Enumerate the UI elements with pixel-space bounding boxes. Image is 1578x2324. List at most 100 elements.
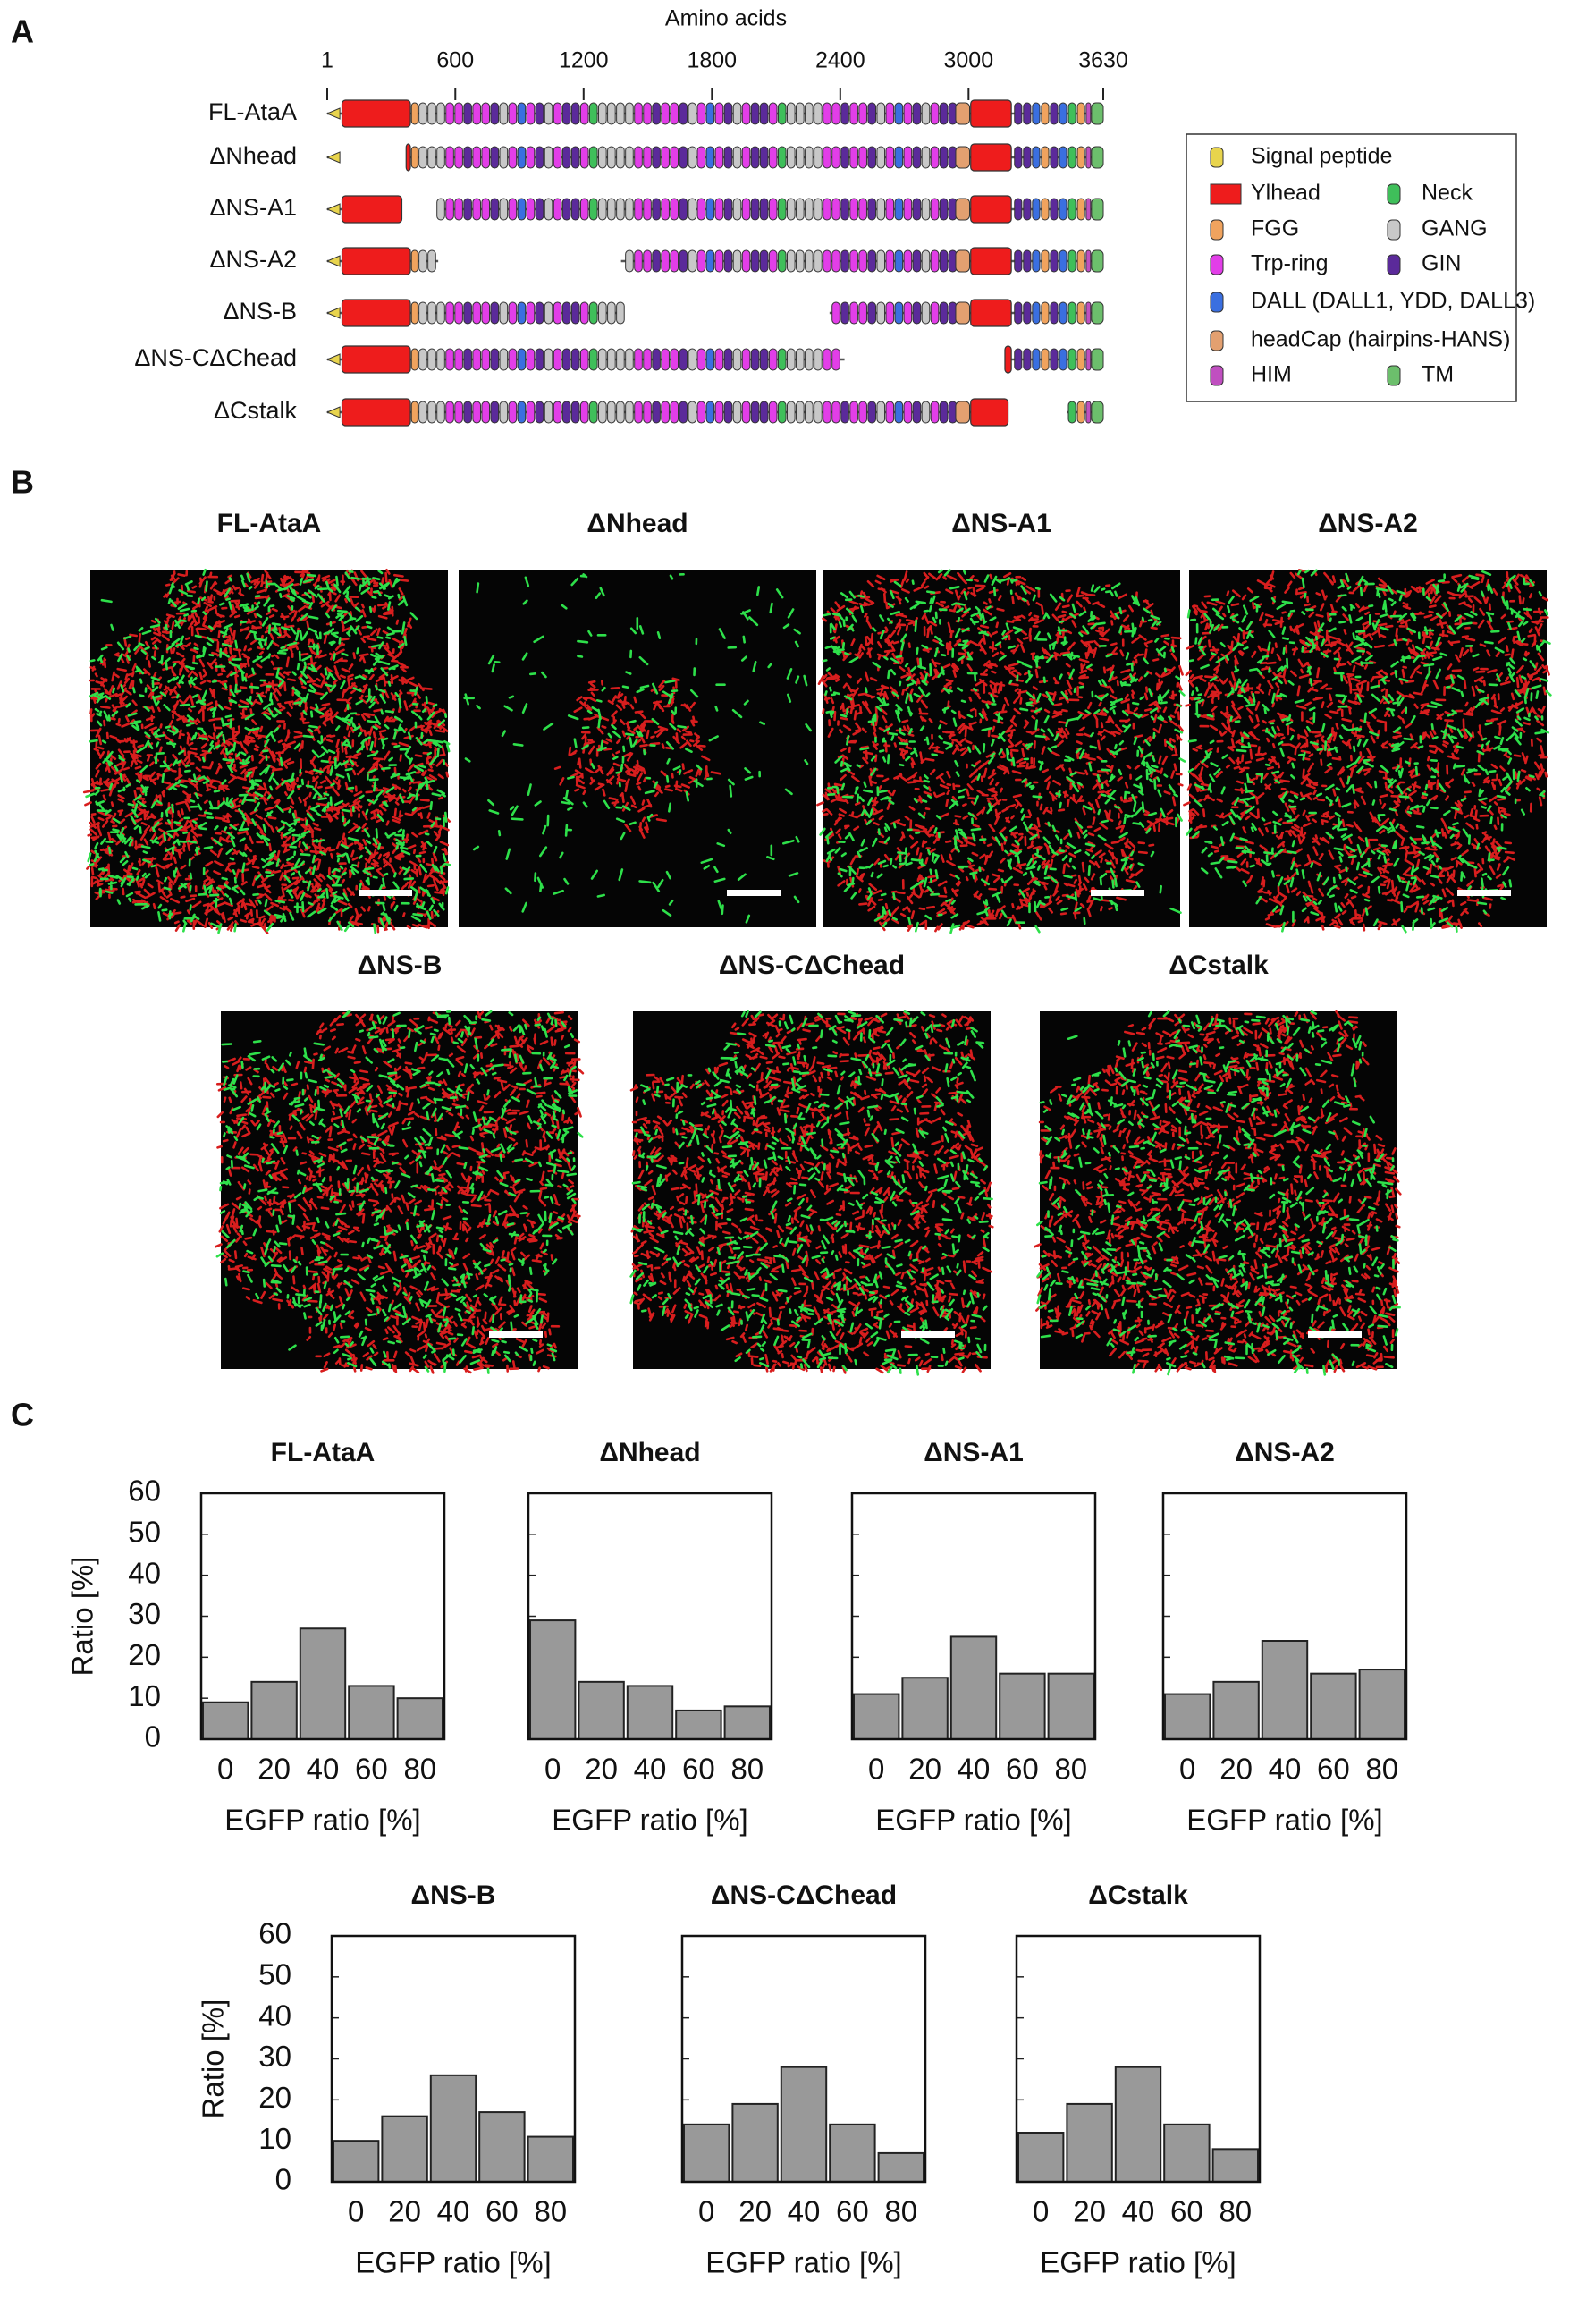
domain-glyph: [714, 102, 724, 125]
x-tick-label: 1800: [687, 48, 737, 73]
domain-glyph: [661, 249, 670, 273]
domain-glyph: [325, 151, 341, 164]
x-tick-label: 1200: [559, 48, 609, 73]
domain-glyph: [670, 102, 679, 125]
domain-glyph: [1067, 301, 1076, 325]
domain-glyph: [750, 102, 760, 125]
domain-glyph: [1085, 301, 1092, 325]
plot-frame: [1015, 1934, 1262, 2184]
domain-glyph: [705, 401, 715, 424]
domain-glyph: [714, 198, 724, 221]
domain-glyph: [1014, 348, 1023, 371]
domain-glyph: [894, 198, 904, 221]
bar: [429, 2074, 477, 2183]
domain-glyph: [1023, 301, 1032, 325]
domain-glyph: [652, 146, 661, 169]
domain-glyph: [341, 247, 411, 275]
construct-label: ΔCstalk: [214, 397, 298, 424]
x-tick-label: 40: [437, 2195, 470, 2228]
domain-glyph: [750, 198, 760, 221]
domain-glyph: [616, 198, 625, 221]
x-tick-label: 1: [321, 48, 333, 73]
green-cells: [1186, 569, 1552, 934]
domain-glyph: [325, 353, 341, 366]
domain-glyph: [741, 401, 751, 424]
domain-glyph: [759, 249, 769, 273]
domain-glyph: [1085, 146, 1092, 169]
image-title: ΔNhead: [586, 509, 688, 538]
domain-glyph: [930, 146, 940, 169]
bar: [1066, 2102, 1113, 2184]
domain-glyph: [481, 301, 491, 325]
domain-glyph: [1091, 198, 1104, 221]
domain-glyph: [849, 102, 858, 125]
domain-glyph: [341, 99, 411, 128]
legend-label: Signal peptide: [1251, 144, 1392, 169]
domain-glyph: [903, 198, 913, 221]
domain-glyph: [831, 301, 840, 325]
domain-glyph: [823, 348, 831, 371]
x-tick-label: 20: [388, 2195, 421, 2228]
legend-label: FGG: [1251, 216, 1299, 241]
domain-glyph: [499, 102, 509, 125]
domain-glyph: [1032, 102, 1041, 125]
domain-glyph: [840, 102, 849, 125]
x-tick-label: 2400: [815, 48, 865, 73]
domain-glyph: [341, 345, 411, 374]
legend-label: headCap (hairpins-HANS): [1251, 327, 1510, 352]
domain-glyph: [777, 401, 787, 424]
domain-glyph: [696, 249, 706, 273]
bar: [299, 1627, 347, 1740]
bar: [723, 1705, 771, 1741]
domain-glyph: [1085, 348, 1092, 371]
y-tick-label: 50: [258, 1958, 291, 1991]
micrograph: [221, 1011, 578, 1369]
domain-glyph: [579, 102, 589, 125]
plot-frame: [1161, 1492, 1408, 1741]
domain-glyph: [625, 198, 634, 221]
x-tick-label: 40: [788, 2195, 821, 2228]
y-tick-label: 10: [258, 2122, 291, 2155]
domain-glyph: [1067, 249, 1076, 273]
domain-glyph: [427, 348, 436, 371]
domain-glyph: [472, 198, 481, 221]
bar: [1358, 1669, 1405, 1741]
plot-frame: [680, 1934, 927, 2184]
domain-glyph: [445, 401, 454, 424]
domain-glyph: [1091, 301, 1104, 325]
domain-glyph: [463, 401, 472, 424]
domain-glyph: [796, 146, 805, 169]
domain-glyph: [885, 249, 895, 273]
bar: [1261, 1640, 1309, 1740]
scale-bar: [727, 890, 781, 896]
x-tick-label: 80: [730, 1753, 764, 1786]
domain-glyph: [930, 301, 940, 325]
domain-glyph: [823, 249, 831, 273]
domain-glyph: [472, 401, 481, 424]
bar: [626, 1685, 674, 1740]
domain-glyph: [823, 198, 831, 221]
domain-glyph: [1076, 401, 1085, 424]
domain-glyph: [1041, 301, 1050, 325]
domain-glyph: [805, 146, 814, 169]
y-tick-label: 20: [128, 1638, 161, 1671]
domain-glyph: [508, 348, 518, 371]
domain-glyph: [661, 102, 670, 125]
domain-glyph: [930, 401, 940, 424]
domain-glyph: [1067, 348, 1076, 371]
domain-glyph: [912, 102, 922, 125]
domain-glyph: [903, 401, 913, 424]
construct-label: ΔNS-A2: [209, 246, 297, 273]
domain-glyph: [526, 348, 536, 371]
domain-glyph: [661, 146, 670, 169]
green-cells: [819, 569, 1186, 934]
domain-glyph: [786, 348, 796, 371]
domain-glyph: [436, 146, 445, 169]
domain-glyph: [1091, 146, 1104, 169]
domain-glyph: [777, 348, 787, 371]
domain-glyph: [634, 102, 643, 125]
domain-glyph: [1023, 198, 1032, 221]
domain-glyph: [814, 198, 823, 221]
x-tick-label: 40: [307, 1753, 340, 1786]
domain-glyph: [670, 401, 679, 424]
